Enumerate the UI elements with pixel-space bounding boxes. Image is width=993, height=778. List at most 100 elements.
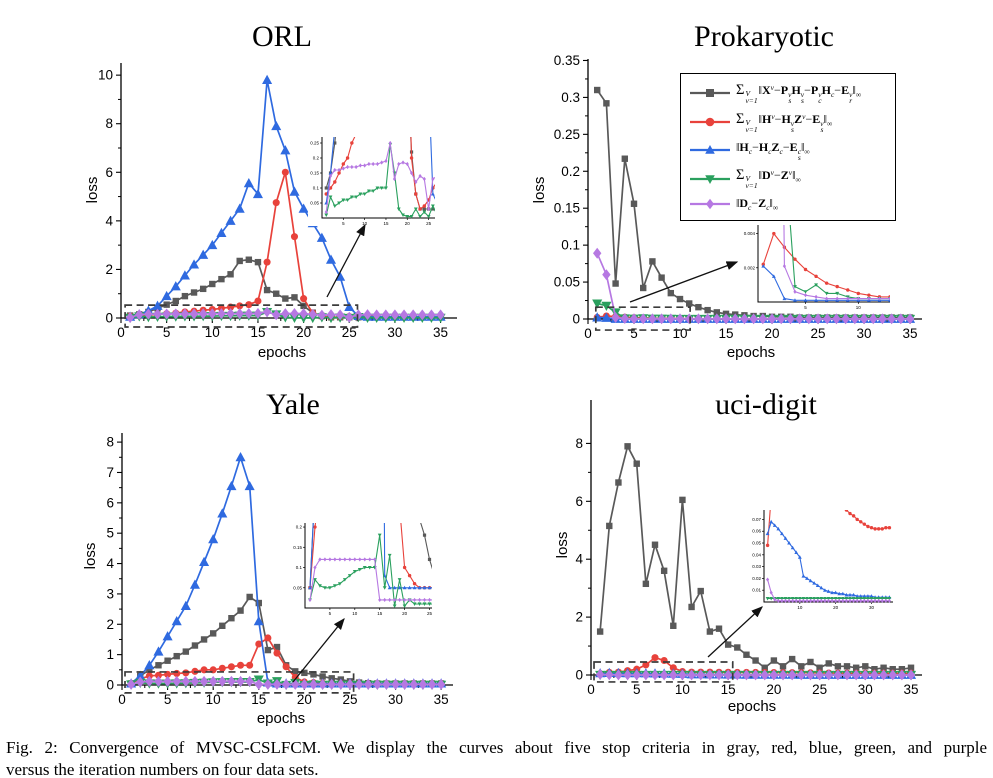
- marker-triangle-up: [333, 126, 337, 130]
- marker-square: [227, 271, 234, 278]
- marker-triangle-up: [438, 586, 442, 590]
- marker-triangle-up: [262, 74, 273, 84]
- marker-triangle-up: [601, 312, 612, 322]
- x-tick-label: 20: [296, 325, 311, 340]
- marker-diamond: [714, 669, 724, 681]
- marker-square: [155, 662, 162, 669]
- marker-triangle-down: [396, 207, 401, 211]
- marker-diamond: [235, 308, 244, 320]
- marker-triangle-up: [782, 296, 787, 301]
- marker-diamond: [343, 557, 347, 562]
- marker-diamond: [333, 557, 337, 562]
- x-tick-label: 15: [721, 682, 736, 697]
- marker-triangle-up: [457, 201, 461, 205]
- marker-circle: [438, 586, 441, 589]
- marker-triangle-down: [397, 578, 402, 582]
- marker-triangle-up: [344, 301, 355, 312]
- marker-diamond: [443, 598, 446, 602]
- marker-triangle-down: [876, 596, 881, 601]
- inset-series-gray-markers: [931, 215, 993, 270]
- marker-triangle-down: [422, 602, 427, 606]
- inset-x-tick-label: 10: [352, 611, 358, 616]
- marker-diamond: [798, 598, 802, 603]
- marker-square: [310, 671, 317, 678]
- marker-diamond: [687, 669, 696, 681]
- marker-diamond: [125, 312, 135, 323]
- inset-series-green-markers: [324, 142, 435, 219]
- marker-square: [695, 303, 702, 311]
- marker-triangle-down: [941, 297, 945, 301]
- y-axis-ticks: 0 1 2 3 4 5 6 7 8: [106, 435, 122, 693]
- marker-diamond: [418, 678, 428, 690]
- marker-square: [596, 628, 604, 635]
- marker-diamond: [856, 296, 860, 301]
- marker-diamond: [835, 296, 839, 301]
- marker-diamond: [463, 598, 466, 602]
- marker-square: [199, 285, 207, 293]
- marker-square: [431, 207, 435, 211]
- marker-triangle-down: [328, 195, 333, 199]
- marker-diamond: [888, 296, 890, 301]
- marker-triangle-down: [430, 204, 435, 208]
- y-tick-label: 2: [106, 617, 114, 632]
- marker-diamond: [300, 678, 309, 690]
- series-layer: [126, 452, 447, 691]
- marker-diamond: [326, 309, 336, 321]
- marker-circle: [478, 586, 481, 589]
- marker-triangle-up: [422, 585, 427, 590]
- zoom-region-box: [594, 306, 691, 331]
- marker-triangle-up: [207, 239, 218, 250]
- y-tick-label: 2: [105, 262, 113, 277]
- marker-triangle-down: [362, 566, 367, 570]
- marker-diamond: [899, 296, 902, 300]
- inset-series-blue-line: [309, 523, 432, 589]
- marker-square: [228, 615, 235, 622]
- marker-square: [713, 309, 721, 316]
- marker-triangle-up: [235, 452, 246, 462]
- marker-diamond: [358, 557, 362, 562]
- marker-circle: [359, 120, 362, 123]
- marker-square: [697, 587, 704, 595]
- marker-square: [246, 593, 253, 601]
- marker-diamond: [887, 313, 896, 325]
- marker-circle: [803, 267, 808, 272]
- marker-circle: [281, 168, 289, 176]
- marker-triangle-down: [426, 214, 431, 219]
- marker-triangle-up: [477, 586, 481, 590]
- marker-square: [651, 541, 659, 548]
- marker-diamond: [824, 669, 833, 681]
- figure-caption: Fig. 2: Convergence of MVSC-CSLFCM. We d…: [6, 737, 987, 778]
- marker-diamond: [436, 678, 446, 690]
- y-tick-label: 0.2: [561, 164, 580, 179]
- marker-square: [443, 586, 446, 589]
- marker-circle: [414, 192, 418, 196]
- zoom-arrow: [326, 223, 366, 298]
- x-tick-label: 5: [164, 692, 172, 707]
- marker-diamond: [648, 313, 657, 325]
- marker-diamond: [470, 177, 473, 181]
- marker-diamond: [348, 557, 352, 562]
- inset-x-tick-label: 10: [362, 221, 368, 226]
- marker-diamond: [341, 166, 345, 171]
- marker-diamond: [324, 209, 328, 215]
- marker-diamond: [749, 313, 758, 325]
- marker-diamond: [844, 598, 849, 603]
- marker-diamond: [189, 308, 199, 320]
- x-tick-label: 30: [858, 682, 873, 697]
- marker-triangle-up: [412, 585, 417, 590]
- marker-diamond: [842, 669, 852, 681]
- marker-circle: [851, 514, 856, 518]
- marker-diamond: [983, 296, 986, 300]
- inset-series-layer: [324, 120, 473, 219]
- marker-diamond: [795, 313, 804, 325]
- marker-square: [273, 643, 281, 651]
- marker-triangle-up: [855, 594, 860, 598]
- marker-square: [181, 292, 189, 300]
- marker-diamond: [162, 308, 171, 320]
- marker-circle: [412, 582, 417, 586]
- marker-triangle-down: [601, 301, 612, 311]
- marker-diamond: [468, 598, 471, 602]
- marker-circle: [824, 281, 829, 285]
